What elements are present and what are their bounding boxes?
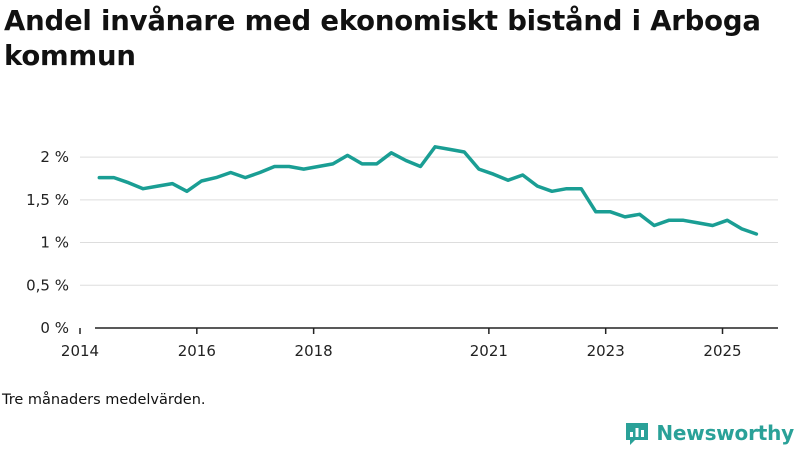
x-tick-label: 2025 (703, 342, 741, 360)
y-axis-ticks: 0 % 0,5 % 1 % 1,5 % 2 % (26, 148, 69, 337)
y-tick-label: 1,5 % (26, 191, 69, 209)
y-tick-label: 0,5 % (26, 276, 69, 294)
y-tick-label: 1 % (40, 234, 69, 252)
y-tick-label: 2 % (40, 148, 69, 166)
x-tick-label: 2016 (178, 342, 216, 360)
brand-logo: Newsworthy (624, 420, 794, 446)
y-tick-label: 0 % (40, 319, 69, 337)
newsworthy-logo-icon (626, 423, 649, 445)
x-tick-label: 2014 (61, 342, 99, 360)
footnote: Tre månaders medelvärden. (2, 392, 206, 408)
x-tick-label: 2018 (295, 342, 333, 360)
brand-name: Newsworthy (656, 421, 794, 445)
chart-title: Andel invånare med ekonomiskt bistånd i … (4, 5, 761, 72)
x-axis-ticks: 2014 2016 2018 2021 2023 2025 (61, 328, 742, 360)
series-line (97, 145, 759, 236)
x-tick-label: 2023 (587, 342, 625, 360)
x-tick-label: 2021 (470, 342, 508, 360)
